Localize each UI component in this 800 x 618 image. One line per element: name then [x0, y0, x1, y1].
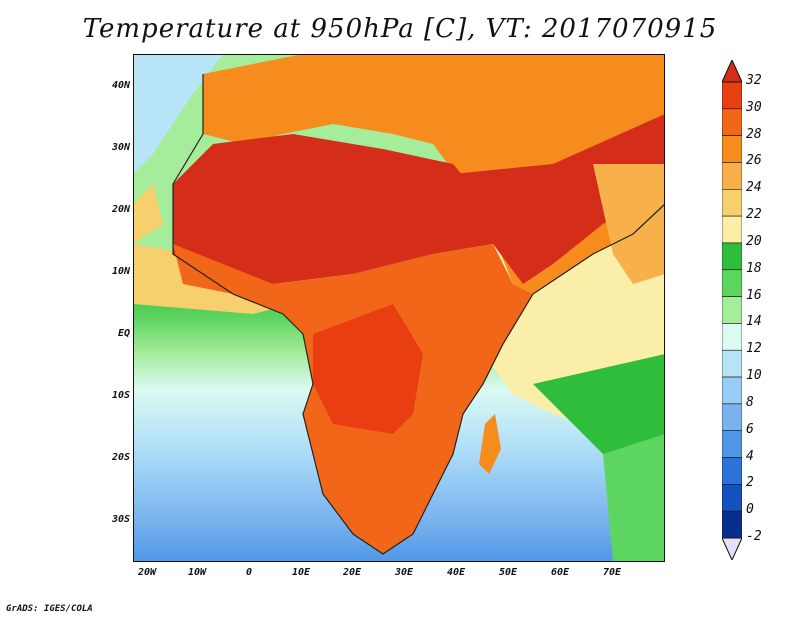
- colorbar-label: 20: [746, 233, 762, 249]
- colorbar-segment: [722, 323, 742, 351]
- colorbar-segment: [722, 81, 742, 110]
- colorbar-segment: [722, 403, 742, 432]
- lat-label: 40N: [111, 80, 130, 91]
- colorbar-label: 28: [746, 126, 762, 142]
- colorbar-segment: [722, 349, 742, 378]
- colorbar-label: 26: [746, 153, 762, 169]
- land-south-africa: [323, 434, 413, 534]
- colorbar-label: 22: [746, 207, 762, 223]
- coastline: [172, 74, 665, 555]
- colorbar-label: 32: [746, 73, 762, 88]
- map-title: Temperature at 950hPa [C], VT: 201707091…: [82, 14, 718, 44]
- lat-label: 20S: [111, 452, 130, 463]
- colorbar-segment: [722, 269, 742, 297]
- lon-label: 10W: [187, 567, 207, 578]
- ocean-warm-coast: [133, 184, 163, 244]
- colorbar-bottom-arrow: [722, 537, 742, 560]
- colorbar-label: 24: [746, 180, 762, 196]
- lat-label: 10N: [111, 266, 130, 277]
- lon-label: 30E: [394, 567, 414, 578]
- lon-label: 70E: [602, 567, 622, 578]
- colorbar-segment: [722, 296, 742, 324]
- land-india: [593, 164, 665, 284]
- colorbar-top-arrow: [722, 60, 742, 83]
- colorbar-segment: [722, 457, 742, 485]
- lat-label: 20N: [111, 204, 130, 215]
- indian-ocean-mid: [533, 354, 665, 474]
- colorbar-segment: [722, 108, 742, 136]
- lon-label: 20E: [342, 567, 362, 578]
- lon-label: 10E: [291, 567, 311, 578]
- lon-label: 40E: [446, 567, 466, 578]
- colorbar-segment: [722, 376, 742, 405]
- map-plot: [133, 54, 665, 562]
- colorbar-segment: [722, 188, 742, 217]
- colorbar-label: 6: [746, 421, 754, 437]
- lon-label: 0: [245, 567, 253, 578]
- colorbar-segment: [722, 430, 742, 458]
- colorbar-label: 18: [746, 260, 762, 276]
- colorbar-label: 12: [746, 341, 762, 357]
- colorbar-label: 16: [746, 287, 762, 303]
- colorbar-label: 4: [746, 448, 754, 464]
- colorbar-label: 10: [746, 368, 762, 384]
- lon-label: 20W: [137, 567, 157, 578]
- credit-label: GrADS: IGES/COLA: [6, 604, 93, 614]
- lat-label: 30S: [111, 514, 130, 525]
- colorbar-segment: [722, 215, 742, 244]
- lon-label: 60E: [550, 567, 570, 578]
- ocean-cool-north: [133, 54, 223, 174]
- colorbar-label: 0: [746, 502, 754, 518]
- colorbar-label: 8: [746, 394, 754, 410]
- colorbar-label: -2: [746, 529, 762, 544]
- colorbar-segment: [722, 484, 742, 512]
- land-madagascar: [479, 414, 501, 474]
- colorbar-segment: [722, 162, 742, 190]
- land-arabia: [453, 164, 573, 274]
- colorbar-segment: [722, 510, 742, 539]
- colorbar: [722, 60, 742, 560]
- lat-label: EQ: [117, 328, 130, 339]
- colorbar-segment: [722, 242, 742, 271]
- lat-label: 30N: [111, 142, 130, 153]
- colorbar-segment: [722, 135, 742, 163]
- indian-ocean-south: [603, 434, 665, 562]
- colorbar-label: 2: [746, 475, 754, 491]
- land-congo-hot: [313, 304, 423, 434]
- lon-label: 50E: [498, 567, 518, 578]
- colorbar-label: 14: [746, 314, 762, 330]
- temperature-map: [133, 54, 665, 562]
- colorbar-label: 30: [746, 99, 762, 115]
- lat-label: 10S: [111, 390, 130, 401]
